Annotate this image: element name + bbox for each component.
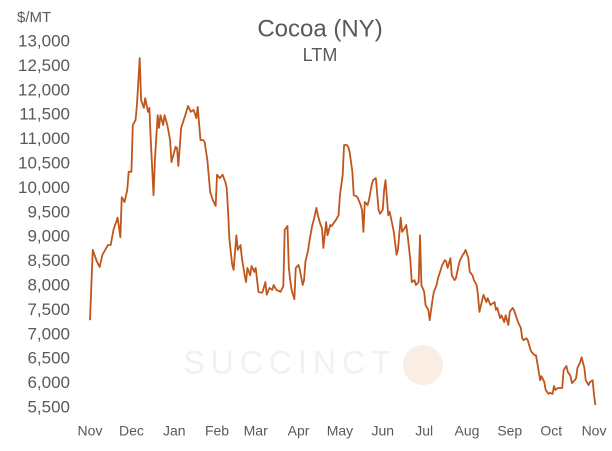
x-tick-label: Jan [163,423,186,439]
x-tick-label: Nov [78,423,103,439]
y-tick-label: 8,500 [27,251,70,270]
x-tick-label: Sep [497,423,522,439]
y-tick-label: 10,000 [18,178,70,197]
x-tick-label: Apr [288,423,310,439]
x-tick-label: May [327,423,353,439]
y-tick-label: 7,000 [27,324,70,343]
y-tick-label: 9,500 [27,202,70,221]
watermark-text: SUCCINCT [183,344,396,380]
y-tick-label: 12,500 [18,56,70,75]
x-tick-label: Aug [455,423,480,439]
y-tick-label: 11,000 [19,129,70,148]
y-tick-label: 8,000 [27,275,70,294]
x-tick-label: Mar [244,423,268,439]
chart-title: Cocoa (NY) [257,15,382,42]
y-tick-label: 6,000 [27,373,70,392]
x-tick-label: Jun [371,423,394,439]
y-tick-label: 11,500 [19,105,70,124]
x-tick-label: Dec [119,423,144,439]
x-tick-label: Oct [540,423,562,439]
x-tick-label: Nov [582,423,607,439]
chart-subtitle: LTM [303,45,338,65]
y-axis-label: $/MT [17,9,51,26]
line [89,57,597,406]
y-tick-label: 5,500 [27,397,70,416]
x-tick-label: Jul [415,423,433,439]
y-tick-label: 13,000 [18,31,70,50]
x-tick-label: Feb [205,423,229,439]
watermark: SUCCINCT [183,344,443,385]
y-tick-label: 7,500 [27,300,70,319]
y-tick-label: 12,000 [18,80,70,99]
y-tick-label: 6,500 [27,349,70,368]
y-tick-label: 9,000 [27,227,70,246]
y-tick-label: 10,500 [18,153,70,172]
watermark-logo [403,345,443,385]
